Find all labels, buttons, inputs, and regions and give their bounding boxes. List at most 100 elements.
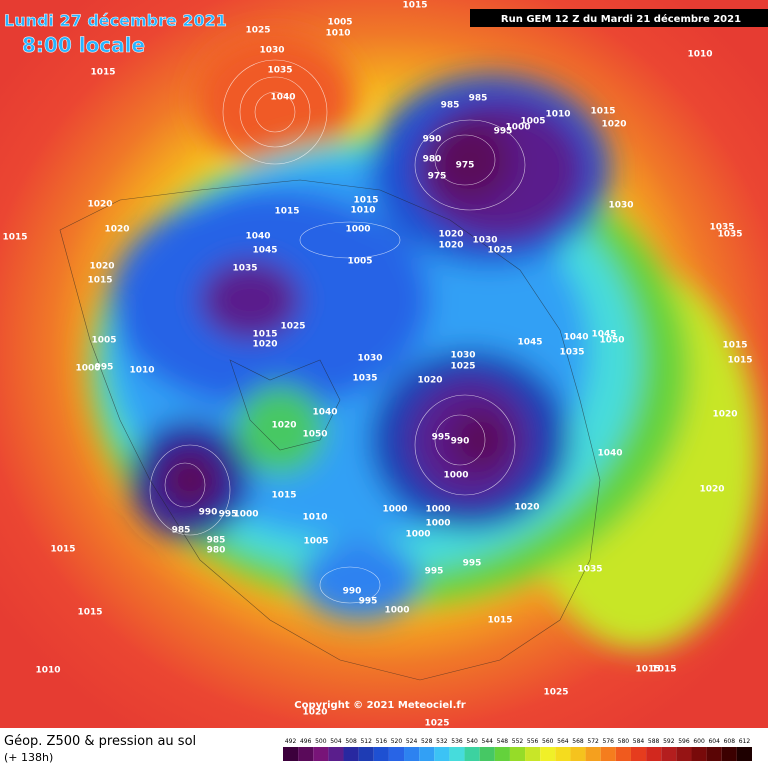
colorbar-tick-label: 596 [678,738,690,745]
colorbar-swatch [661,747,677,761]
colorbar-swatch [479,747,495,761]
isobar-label: 1015 [487,616,512,626]
isobar-label: 1015 [635,665,660,675]
colorbar-swatch [736,747,752,761]
colorbar-tick-label: 608 [724,738,736,745]
isobar-label: 1045 [591,330,616,340]
colorbar-tick-label: 544 [482,738,494,745]
isobar-label: 985 [469,94,488,104]
isobar-label: 1015 [87,276,112,286]
isobar-label: 1045 [252,246,277,256]
isobar-label: 1010 [35,666,60,676]
isobar-label: 1015 [271,491,296,501]
isobar-label: 1035 [717,230,742,240]
isobar-label: 1000 [384,606,409,616]
isobar-label: 995 [219,510,238,520]
isobar-label: 1020 [712,410,737,420]
colorbar-swatch [721,747,737,761]
isobar-label: 975 [456,161,475,171]
isobar-label: 1020 [104,225,129,235]
isobar-label: 1000 [425,505,450,515]
isobar-label: 1000 [382,505,407,515]
isobar-label: 1025 [543,688,568,698]
colorbar-swatch [600,747,616,761]
colorbar-tick-label: 540 [466,738,478,745]
isobar-label: 1000 [75,364,100,374]
colorbar-tick-label: 516 [376,738,388,745]
isobar-label: 1020 [438,230,463,240]
isobar-label: 980 [207,546,226,556]
colorbar-tick-label: 600 [693,738,705,745]
colorbar-swatch [585,747,601,761]
isobar-label: 1005 [303,537,328,547]
colorbar-swatch [615,747,631,761]
isobar-label: 1020 [417,376,442,386]
isobar-label: 1025 [424,719,449,729]
colorbar-tick-label: 492 [285,738,297,745]
colorbar-tick-label: 552 [512,738,524,745]
colorbar-swatch [646,747,662,761]
isobar-label: 1030 [450,351,475,361]
copyright: Copyright © 2021 Meteociel.fr [294,700,465,711]
isobar-label: 1015 [274,207,299,217]
isobar-label: 1020 [699,485,724,495]
isobar-label: 1015 [50,545,75,555]
isobar-label: 1040 [597,449,622,459]
colorbar-swatch [328,747,344,761]
isobar-label: 1020 [271,421,296,431]
colorbar-swatch [509,747,526,761]
isobar-label: 1035 [267,66,292,76]
colorbar-swatch [343,747,359,761]
isobar-labels: 1025100510101015103010351040101510109859… [2,1,752,729]
isobar-label: 990 [451,437,470,447]
colorbar-swatch [570,747,586,761]
colorbar-swatch [283,747,299,761]
isobar-label: 1040 [270,93,295,103]
isobar-label: 990 [343,587,362,597]
colorbar-swatch [676,747,692,761]
colorbar-tick-label: 580 [618,738,630,745]
isobar-label: 1025 [280,322,305,332]
colorbar-swatch [630,747,647,761]
isobar-label: 1025 [450,362,475,372]
colorbar-tick-label: 536 [451,738,463,745]
isobar-label: 1010 [545,110,570,120]
colorbar-tick-label: 520 [391,738,403,745]
colorbar-tick-label: 500 [315,738,327,745]
isobar-label: 1025 [487,246,512,256]
colorbar-tick-label: 560 [542,738,554,745]
isobar-label: 1015 [590,107,615,117]
isobar-label: 1000 [443,471,468,481]
colorbar-tick-label: 612 [739,738,751,745]
colorbar-swatch [388,747,405,761]
isobar-label: 1030 [259,46,284,56]
colorbar-swatch [419,747,435,761]
isobar-label: 1035 [577,565,602,575]
colorbar-tick-label: 528 [421,738,433,745]
footer-lead: (+ 138h) [4,751,53,764]
colorbar-swatch [298,747,314,761]
isobar-label: 1005 [327,18,352,28]
isobar-label: 1020 [252,340,277,350]
colorbar: 492 496 500 504 508 512 516 520 524 528 532 536 540 5… [283,738,752,761]
isobar-label: 1000 [345,225,370,235]
isobar-label: 1010 [350,206,375,216]
colorbar-swatch [464,747,480,761]
isobar-label: 1010 [325,29,350,39]
isobar-label: 1040 [563,333,588,343]
colorbar-tick-label: 504 [330,738,342,745]
colorbar-tick-label: 592 [663,738,675,745]
colorbar-tick-label: 496 [300,738,312,745]
isobar-label: 1015 [651,665,676,675]
isobar-label: 1015 [722,341,747,351]
colorbar-swatch [525,747,541,761]
isobar-label: 1015 [402,1,427,11]
isobar-label: 1015 [2,233,27,243]
isobar-label: 1005 [520,117,545,127]
isobar-label: 1020 [87,200,112,210]
isobar-label: 1000 [233,510,258,520]
colorbar-swatch [555,747,571,761]
colorbar-swatch [706,747,722,761]
isobar-label: 1035 [709,223,734,233]
isobar-label: 1010 [302,513,327,523]
